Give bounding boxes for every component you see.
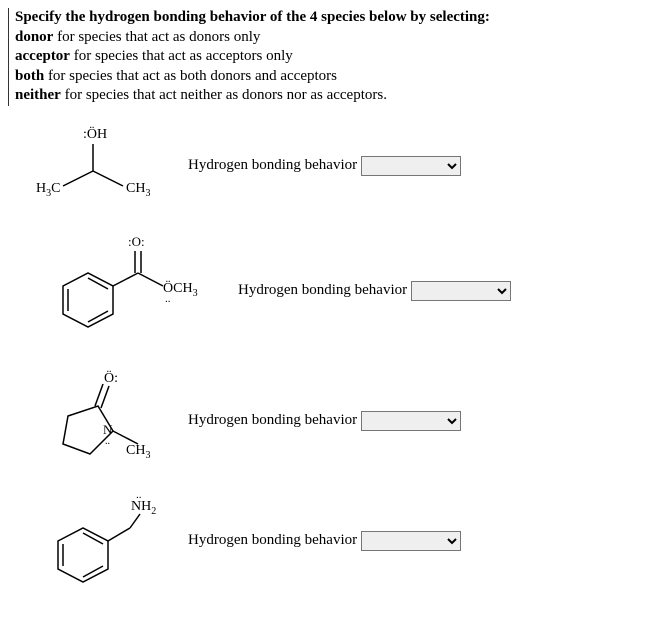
question-row-4: .. NH2 Hydrogen bonding behavior — [8, 486, 655, 596]
molecule-1: :ÖH H3C CH3 — [8, 116, 188, 216]
mol2-right-dots: .. — [165, 293, 171, 305]
mol3-right-pre: CH — [126, 443, 145, 458]
prompt-label-3: Hydrogen bonding behavior — [188, 412, 357, 429]
molecule-3: Ö: N .. CH3 — [8, 366, 188, 476]
hb-select-3[interactable] — [361, 411, 461, 431]
intro-line1: Specify the hydrogen bonding behavior of… — [15, 9, 490, 25]
instructions: Specify the hydrogen bonding behavior of… — [8, 8, 655, 106]
intro-neither-rest: for species that act neither as donors n… — [61, 87, 387, 103]
intro-acceptor-bold: acceptor — [15, 48, 70, 64]
mol2-top: :O: — [128, 234, 145, 249]
prompt-label-4: Hydrogen bonding behavior — [188, 532, 357, 549]
mol3-n-dots: .. — [105, 436, 110, 447]
prompt-label-1: Hydrogen bonding behavior — [188, 157, 357, 174]
question-row-1: :ÖH H3C CH3 Hydrogen bonding behavior — [8, 116, 655, 216]
mol1-top: :ÖH — [83, 125, 107, 142]
svg-text:NH2: NH2 — [131, 499, 156, 517]
question-row-3: Ö: N .. CH3 Hydrogen bonding behavior — [8, 366, 655, 476]
molecule-4: .. NH2 — [8, 486, 188, 596]
mol1-right-sub: 3 — [145, 188, 150, 199]
mol2-right-sub: 3 — [193, 288, 198, 299]
hb-select-2[interactable] — [411, 281, 511, 301]
mol1-left-post: C — [51, 181, 60, 196]
mol4-top-sub: 2 — [151, 506, 156, 517]
mol3-top: Ö: — [104, 369, 118, 386]
intro-both-bold: both — [15, 68, 44, 84]
svg-text:CH3: CH3 — [126, 181, 150, 199]
intro-neither-bold: neither — [15, 87, 61, 103]
intro-acceptor-rest: for species that act as acceptors only — [70, 48, 293, 64]
intro-donor-rest: for species that act as donors only — [53, 29, 260, 45]
intro-both-rest: for species that act as both donors and … — [44, 68, 337, 84]
mol4-top-pre: NH — [131, 499, 151, 514]
mol1-left-pre: H — [36, 181, 46, 196]
mol1-right-pre: CH — [126, 181, 145, 196]
mol3-right-sub: 3 — [145, 450, 150, 461]
svg-text:N: N — [103, 422, 113, 437]
prompt-label-2: Hydrogen bonding behavior — [238, 282, 407, 299]
molecule-2: :O: ÖCH3 .. — [8, 226, 238, 356]
hb-select-1[interactable] — [361, 156, 461, 176]
question-row-2: :O: ÖCH3 .. Hydrogen bonding behavior — [8, 226, 655, 356]
svg-text:CH3: CH3 — [126, 443, 150, 461]
intro-donor-bold: donor — [15, 29, 53, 45]
hb-select-4[interactable] — [361, 531, 461, 551]
svg-text:H3C: H3C — [36, 181, 60, 199]
